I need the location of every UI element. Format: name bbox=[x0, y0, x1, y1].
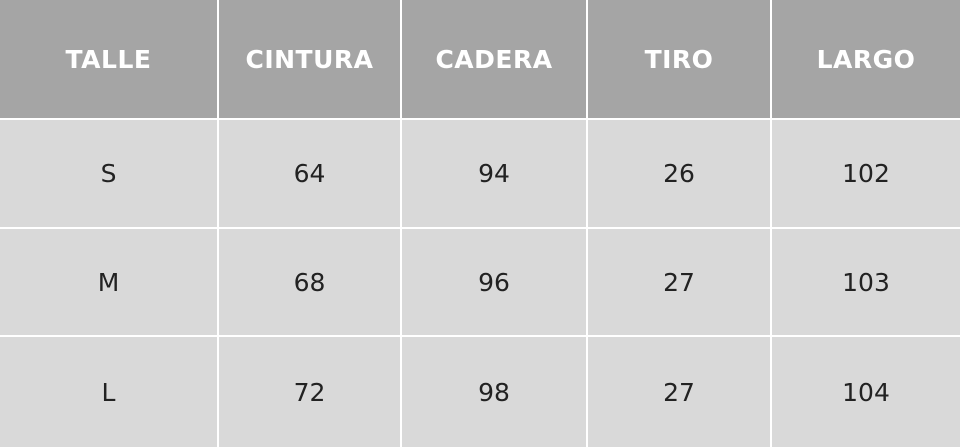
value-cell: 96 bbox=[402, 229, 586, 335]
size-cell: S bbox=[0, 120, 217, 227]
value-cell: 102 bbox=[772, 120, 960, 227]
header-cell: TALLE bbox=[0, 0, 217, 118]
header-cell: CINTURA bbox=[219, 0, 400, 118]
value-cell: 26 bbox=[588, 120, 770, 227]
header-cell: LARGO bbox=[772, 0, 960, 118]
value-cell: 94 bbox=[402, 120, 586, 227]
header-cell: CADERA bbox=[402, 0, 586, 118]
value-cell: 68 bbox=[219, 229, 400, 335]
value-cell: 104 bbox=[772, 337, 960, 447]
header-cell: TIRO bbox=[588, 0, 770, 118]
value-cell: 27 bbox=[588, 337, 770, 447]
value-cell: 103 bbox=[772, 229, 960, 335]
value-cell: 64 bbox=[219, 120, 400, 227]
value-cell: 72 bbox=[219, 337, 400, 447]
size-cell: L bbox=[0, 337, 217, 447]
size-cell: M bbox=[0, 229, 217, 335]
value-cell: 27 bbox=[588, 229, 770, 335]
value-cell: 98 bbox=[402, 337, 586, 447]
